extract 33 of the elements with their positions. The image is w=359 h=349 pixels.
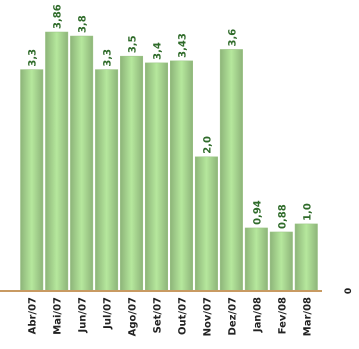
x-tick-label: Abr/07 (28, 296, 39, 334)
x-tick-label: Fev/08 (277, 296, 288, 334)
data-label: 3,6 (227, 28, 238, 46)
data-label: 0,94 (252, 200, 264, 225)
data-label: 3,5 (128, 35, 139, 54)
bar (70, 36, 94, 292)
bar (194, 156, 218, 292)
bar (244, 228, 268, 292)
data-label: 3,3 (28, 48, 39, 67)
data-label: 3,43 (177, 33, 188, 58)
x-tick-label: Mai/07 (52, 296, 64, 335)
x-tick-label: Dez/07 (227, 296, 238, 336)
data-label: 0,88 (277, 204, 288, 229)
x-tick-label: Out/07 (177, 296, 188, 335)
text: 0 (344, 288, 354, 294)
bar (120, 56, 144, 292)
x-tick-label: Jan/08 (252, 296, 264, 334)
x-tick-label: Mar/08 (302, 296, 314, 336)
data-label: 1,0 (302, 203, 314, 221)
x-tick-label: Jul/07 (102, 296, 114, 330)
x-tick-label: Ago/07 (128, 296, 139, 336)
bar (170, 60, 193, 292)
bar (220, 49, 243, 292)
data-label: 3,86 (52, 4, 64, 29)
data-label: 3,4 (152, 42, 164, 60)
data-label: 2,0 (202, 136, 214, 154)
data-label: 3,8 (78, 15, 89, 34)
x-tick-label: Nov/07 (202, 296, 214, 336)
data-label: 3,3 (102, 48, 114, 67)
bar (145, 62, 168, 292)
x-tick-label: Jun/07 (78, 296, 89, 334)
x-tick-label: Set/07 (152, 296, 164, 334)
bar (95, 69, 118, 292)
